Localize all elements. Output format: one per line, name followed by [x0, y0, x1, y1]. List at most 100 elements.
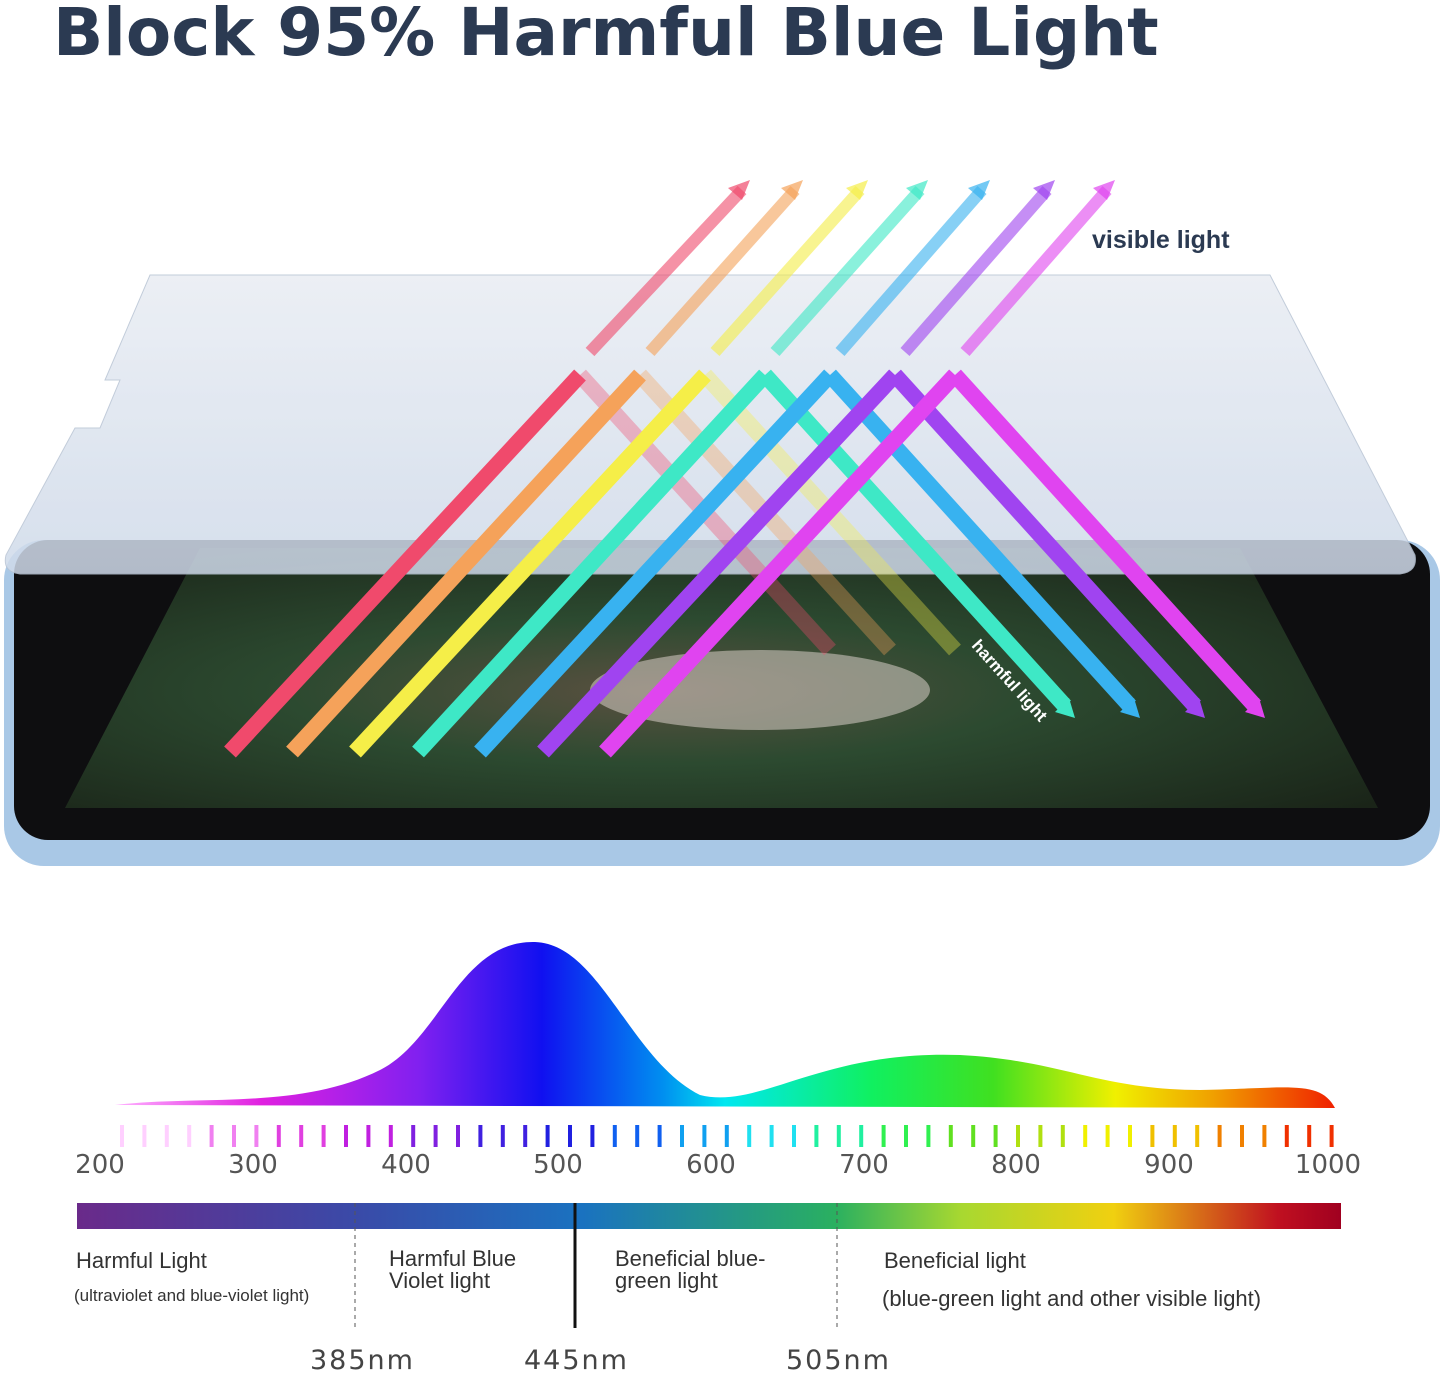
arrowhead-icon — [728, 180, 750, 200]
arrowhead-icon — [1245, 698, 1265, 718]
scale-tick — [926, 1125, 931, 1147]
reflected-harmful-beam — [824, 369, 1136, 712]
scale-tick — [948, 1125, 953, 1147]
scale-tick — [836, 1125, 841, 1147]
incoming-beam — [599, 369, 961, 758]
scale-tick — [232, 1125, 236, 1147]
incoming-beam — [537, 369, 901, 758]
region-beneficial-light-title: Beneficial light — [884, 1248, 1026, 1273]
spectrum-curve — [115, 941, 1335, 1108]
scale-tick — [568, 1125, 572, 1147]
scale-tick — [1038, 1125, 1043, 1147]
region-beneficial-blue-green: Beneficial blue-green light — [615, 1246, 766, 1293]
arrowhead-icon — [781, 180, 803, 200]
boundary-445nm: 445nm — [524, 1345, 629, 1376]
scale-tick — [1217, 1125, 1222, 1147]
visible-beam — [645, 185, 800, 357]
scale-tick — [142, 1125, 147, 1147]
scale-tick — [769, 1125, 774, 1147]
visible-beam — [585, 185, 747, 357]
scale-tick — [456, 1125, 460, 1147]
wavelength-bar — [77, 1203, 1341, 1229]
scale-tick — [904, 1125, 908, 1147]
tick-label: 900 — [1144, 1150, 1194, 1180]
visible-beam — [710, 185, 865, 357]
arrowhead-icon — [846, 180, 868, 200]
scale-tick — [792, 1125, 796, 1147]
boundary-385nm: 385nm — [310, 1345, 415, 1376]
scale-tick — [859, 1125, 864, 1147]
scale-tick — [1329, 1125, 1334, 1147]
scale-tick — [1262, 1125, 1267, 1147]
reflected-harmful-beam — [949, 369, 1261, 712]
tick-label: 600 — [686, 1150, 736, 1180]
boundary-505nm: 505nm — [786, 1345, 891, 1376]
scale-tick — [1060, 1125, 1065, 1147]
scale-tick — [1307, 1125, 1312, 1147]
scale-tick — [612, 1125, 617, 1147]
scale-tick — [164, 1125, 169, 1147]
scale-tick — [523, 1125, 528, 1147]
region-harmful-light-subtitle: (ultraviolet and blue-violet light) — [74, 1286, 310, 1305]
region-harmful-blue-violet: Harmful Blue Violet light — [389, 1246, 517, 1293]
incoming-beam — [349, 369, 711, 758]
scale-tick — [814, 1125, 819, 1147]
tick-label: 800 — [991, 1150, 1041, 1180]
visible-beam — [770, 185, 925, 357]
reflected-harmful-beam — [759, 369, 1071, 712]
scale-tick — [1016, 1125, 1020, 1147]
scale-tick — [120, 1125, 124, 1147]
scale-tick — [299, 1125, 304, 1147]
scale-tick — [1284, 1125, 1289, 1147]
arrowhead-icon — [906, 180, 928, 200]
incoming-beam — [412, 369, 771, 758]
scale-tick — [478, 1125, 483, 1147]
page-title: Block 95% Harmful Blue Light — [53, 0, 1159, 71]
incoming-beam — [286, 369, 646, 758]
incoming-beam — [474, 369, 836, 758]
scale-tick — [276, 1125, 281, 1147]
region-harmful-light-title: Harmful Light — [76, 1248, 207, 1273]
scale-tick — [680, 1125, 684, 1147]
scale-tick — [1083, 1125, 1088, 1147]
tick-label: 200 — [75, 1150, 125, 1180]
scale-tick — [366, 1125, 371, 1147]
scale-tick — [590, 1125, 595, 1147]
scale-tick — [1172, 1125, 1177, 1147]
scale-tick — [209, 1125, 214, 1147]
tick-label: 1000 — [1294, 1150, 1362, 1180]
scale-tick — [411, 1125, 416, 1147]
arrowhead-icon — [968, 180, 990, 200]
scale-tick — [1105, 1125, 1110, 1147]
arrowhead-icon — [1120, 698, 1140, 718]
region-beneficial-light-subtitle: (blue-green light and other visible ligh… — [882, 1286, 1262, 1311]
scale-tick — [254, 1125, 259, 1147]
scale-tick — [187, 1125, 192, 1147]
incoming-beam — [224, 369, 586, 758]
scale-tick — [388, 1125, 393, 1147]
arrowhead-icon — [1055, 698, 1075, 718]
arrowhead-icon — [1185, 698, 1205, 718]
tick-label: 700 — [839, 1150, 889, 1180]
scale-tick — [344, 1125, 348, 1147]
scale-tick — [702, 1125, 707, 1147]
scale-tick — [1150, 1125, 1155, 1147]
tick-label: 300 — [228, 1150, 278, 1180]
arrowhead-icon — [1093, 180, 1115, 200]
visible-beam — [900, 186, 1052, 356]
visible-beam — [960, 186, 1112, 356]
visible-light-label: visible light — [1092, 226, 1230, 254]
tick-label: 400 — [381, 1150, 431, 1180]
scale-tick — [747, 1125, 752, 1147]
visible-beam — [835, 186, 987, 356]
scale-tick — [1128, 1125, 1132, 1147]
scale-tick — [1195, 1125, 1200, 1147]
reflected-harmful-beam — [889, 369, 1201, 712]
scale-tick — [635, 1125, 640, 1147]
tick-label: 500 — [533, 1150, 583, 1180]
tablet — [4, 540, 1440, 866]
scale-tick — [433, 1125, 438, 1147]
scale-tick — [500, 1125, 505, 1147]
arrowhead-icon — [1033, 180, 1055, 200]
